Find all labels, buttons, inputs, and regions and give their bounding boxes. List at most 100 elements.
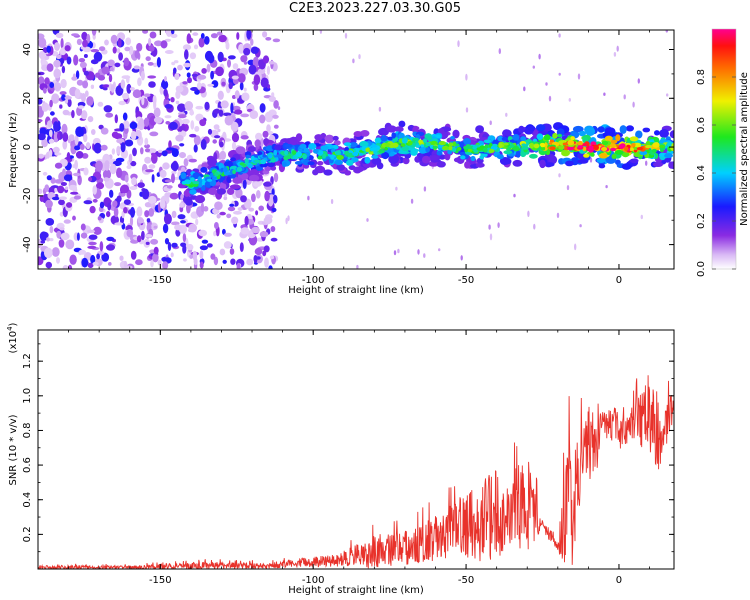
heatmap-noise-blob (156, 172, 161, 178)
heatmap-ridge-blob (565, 160, 574, 167)
heatmap-noise-blob (110, 34, 118, 45)
heatmap-noise-blob (40, 240, 46, 244)
heatmap-faint-dot (645, 160, 648, 166)
heatmap-noise-blob (108, 74, 113, 83)
heatmap-noise-blob (114, 114, 119, 124)
heatmap-noise-blob (126, 229, 134, 238)
heatmap-ridge-blob (322, 153, 327, 159)
heatmap-ridge-blob (200, 185, 206, 192)
heatmap-noise-blob (50, 177, 56, 184)
heatmap-noise-blob (168, 140, 172, 149)
heatmap-ridge-blob (277, 154, 284, 159)
heatmap-noise-blob (60, 38, 64, 49)
heatmap-noise-blob (88, 241, 97, 246)
heatmap-noise-blob (60, 47, 67, 56)
heatmap-noise-blob (266, 124, 271, 133)
heatmap-ridge-blob (398, 150, 407, 154)
heatmap-ridge-blob (492, 143, 498, 147)
heatmap-ridge-blob (307, 161, 315, 166)
heatmap-noise-blob (193, 44, 199, 50)
heatmap-ridge-blob (314, 134, 323, 141)
heatmap-noise-blob (83, 200, 93, 205)
heatmap-ridge-blob (398, 120, 406, 128)
heatmap-ridge-blob (499, 157, 511, 165)
heatmap-noise-blob (93, 226, 102, 235)
heatmap-noise-blob (124, 139, 134, 147)
heatmap-faint-dot (533, 223, 536, 230)
heatmap-noise-blob (101, 252, 110, 262)
heatmap-noise-blob (264, 257, 269, 268)
heatmap-ridge-blob (239, 162, 245, 166)
heatmap-ridge-blob (464, 161, 471, 169)
heatmap-ridge-blob (610, 147, 617, 152)
heatmap-noise-blob (158, 149, 163, 153)
heatmap-noise-blob (184, 101, 194, 111)
heatmap-noise-blob (140, 70, 145, 81)
heatmap-noise-blob (92, 185, 97, 195)
heatmap-noise-blob (114, 222, 124, 226)
heatmap-faint-dot (527, 210, 530, 217)
heatmap-noise-blob (145, 169, 154, 173)
heatmap-noise-blob (226, 213, 232, 219)
heatmap-noise-blob (249, 110, 259, 119)
heatmap-noise-blob (193, 257, 198, 266)
heatmap-noise-blob (129, 216, 134, 227)
heatmap-ridge-blob (659, 128, 669, 138)
heatmap-noise-blob (112, 200, 118, 208)
heatmap-ridge-blob (418, 146, 428, 154)
heatmap-noise-blob (41, 138, 48, 148)
heatmap-ridge-blob (651, 148, 657, 153)
heatmap-ridge-blob (529, 142, 535, 149)
heatmap-noise-blob (171, 30, 175, 35)
heatmap-noise-blob (148, 37, 152, 47)
heatmap-noise-blob (217, 90, 224, 101)
heatmap-noise-blob (86, 33, 91, 44)
heatmap-noise-blob (75, 70, 80, 80)
heatmap-ridge-blob (479, 154, 485, 160)
heatmap-noise-blob (100, 144, 108, 151)
heatmap-noise-blob (119, 123, 125, 132)
heatmap-noise-blob (213, 108, 221, 114)
heatmap-noise-blob (162, 162, 170, 170)
heatmap-noise-blob (239, 82, 244, 91)
heatmap-noise-blob (243, 61, 248, 65)
heatmap-noise-blob (182, 44, 192, 51)
heatmap-noise-blob (113, 207, 119, 218)
heatmap-ridge-blob (552, 132, 558, 139)
heatmap-noise-blob (264, 111, 274, 123)
heatmap-noise-blob (100, 127, 109, 135)
heatmap-ridge-blob (360, 130, 370, 137)
heatmap-noise-blob (150, 238, 159, 245)
heatmap-noise-blob (223, 112, 232, 117)
heatmap-noise-blob (129, 186, 138, 190)
heatmap-ridge-blob (455, 143, 460, 147)
heatmap-ridge-blob (624, 146, 629, 152)
heatmap-noise-blob (240, 227, 250, 235)
heatmap-faint-dot (640, 214, 643, 220)
heatmap-noise-blob (251, 226, 260, 234)
heatmap-noise-blob (53, 59, 61, 68)
heatmap-noise-blob (230, 121, 239, 132)
heatmap-noise-blob (46, 63, 54, 72)
heatmap-faint-dot (488, 224, 491, 230)
heatmap-noise-blob (260, 77, 269, 88)
heatmap-ridge-blob (633, 146, 639, 150)
heatmap-ridge-blob (496, 154, 504, 160)
heatmap-noise-blob (62, 265, 69, 269)
heatmap-ridge-blob (570, 136, 575, 141)
heatmap-noise-blob (216, 31, 223, 36)
heatmap-noise-blob (99, 201, 105, 209)
heatmap-noise-blob (253, 255, 258, 263)
heatmap-noise-blob (210, 253, 216, 260)
heatmap-ridge-blob (291, 150, 297, 156)
snr-x-tick-label: 0 (616, 575, 622, 586)
heatmap-ridge-blob (320, 145, 329, 151)
heatmap-ridge-blob (475, 162, 485, 168)
heatmap-noise-blob (82, 46, 91, 53)
heatmap-noise-blob (68, 184, 77, 191)
heatmap-ridge-blob (230, 157, 236, 162)
heatmap-ridge-blob (579, 130, 586, 137)
heatmap-noise-blob (236, 262, 241, 269)
heatmap-noise-blob (44, 77, 50, 85)
heatmap-ridge-blob (669, 130, 674, 139)
